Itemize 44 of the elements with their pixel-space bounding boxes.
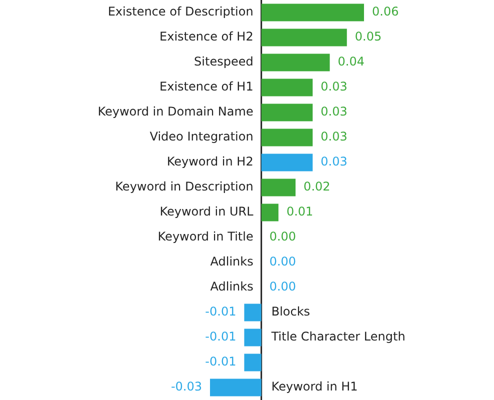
y-tick-label: Existence of Description: [108, 4, 254, 19]
bar: [244, 354, 262, 372]
data-label: 0.03: [320, 130, 348, 144]
y-tick-label: Keyword in H2: [166, 154, 254, 169]
data-label: 0.02: [304, 180, 330, 194]
y-tick-label: Sitespeed: [194, 54, 254, 69]
data-label: 0.04: [338, 54, 364, 69]
data-label: 0.00: [269, 280, 296, 294]
data-label: -0.01: [205, 354, 236, 369]
data-label: 0.00: [269, 230, 296, 244]
data-label: 0.03: [320, 104, 348, 119]
y-tick-label: Keyword in Description: [115, 180, 254, 194]
y-tick-label: Keyword in URL: [160, 204, 254, 219]
data-label: -0.01: [205, 304, 236, 319]
y-tick-label: Adlinks: [210, 280, 254, 294]
bar: [210, 378, 262, 396]
bar: [261, 154, 313, 172]
bar: [261, 28, 347, 46]
y-tick-label: Adlinks: [210, 254, 254, 269]
y-tick-label: Video Integration: [150, 130, 254, 144]
bar: [261, 204, 278, 222]
data-label: -0.03: [170, 380, 202, 394]
bar: [261, 178, 296, 196]
bar: [261, 128, 313, 146]
data-label: 0.00: [269, 254, 296, 269]
bar: [244, 304, 262, 322]
y-tick-label: Existence of H2: [160, 30, 254, 44]
bar: [261, 4, 364, 22]
bar: [261, 104, 313, 122]
y-tick-label: Keyword in Domain Name: [98, 104, 254, 119]
y-tick-label: Blocks: [271, 304, 310, 319]
bar: [244, 328, 262, 346]
data-label: 0.06: [372, 4, 399, 19]
data-label: 0.05: [354, 30, 382, 44]
y-tick-label: Keyword in H1: [271, 380, 358, 394]
y-tick-label: Title Character Length: [270, 330, 406, 344]
data-label: 0.03: [320, 80, 348, 94]
bar: [261, 78, 313, 96]
y-tick-label: Existence of H1: [160, 80, 254, 94]
bar: [261, 54, 330, 72]
data-label: 0.01: [286, 204, 314, 219]
data-label: -0.01: [205, 330, 236, 344]
y-tick-label: Keyword in Title: [158, 230, 254, 244]
data-label: 0.03: [320, 154, 348, 169]
